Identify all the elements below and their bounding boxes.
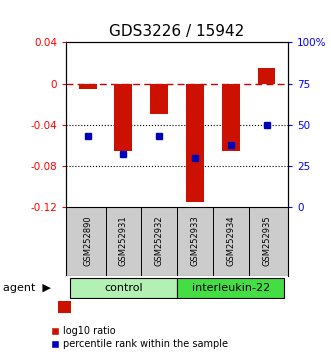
Text: GSM252931: GSM252931 (119, 215, 128, 266)
Bar (258, 68, 275, 84)
Bar (79, 84, 97, 89)
Bar (186, 84, 204, 202)
Legend: log10 ratio, percentile rank within the sample: log10 ratio, percentile rank within the … (51, 326, 228, 349)
Text: control: control (104, 282, 143, 293)
Text: GSM252934: GSM252934 (226, 215, 235, 266)
Text: GSM252933: GSM252933 (190, 215, 200, 266)
Text: GSM252890: GSM252890 (83, 215, 92, 266)
Bar (150, 84, 168, 114)
Bar (70, 278, 177, 298)
Bar (115, 84, 132, 150)
Text: interleukin-22: interleukin-22 (192, 282, 270, 293)
Bar (177, 278, 284, 298)
Bar (222, 84, 240, 150)
Text: agent  ▶: agent ▶ (3, 282, 51, 293)
Text: GSM252935: GSM252935 (262, 215, 271, 266)
Title: GDS3226 / 15942: GDS3226 / 15942 (110, 23, 245, 39)
Text: GSM252932: GSM252932 (155, 215, 164, 266)
Text: GDS3226 / 15942: GDS3226 / 15942 (78, 307, 90, 308)
